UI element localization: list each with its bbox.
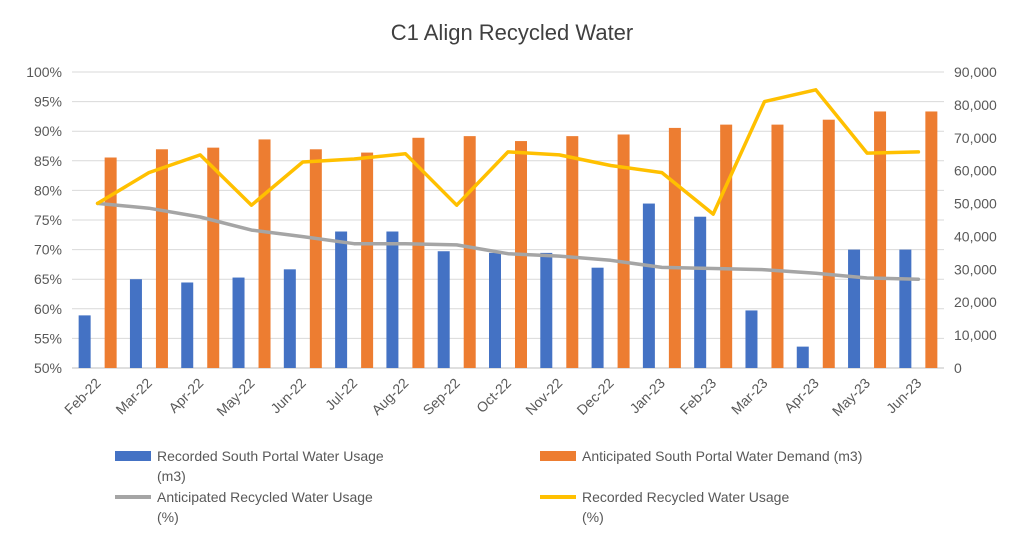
bar-anticipated-demand — [566, 136, 579, 368]
left-tick-label: 95% — [34, 94, 62, 110]
bar-anticipated-demand — [668, 127, 681, 369]
bar-anticipated-demand — [720, 124, 733, 368]
right-tick-label: 90,000 — [954, 64, 997, 80]
left-tick-label: 80% — [34, 182, 62, 198]
line-recorded-recycled — [95, 88, 921, 216]
right-tick-label: 30,000 — [954, 261, 997, 277]
bar-anticipated-demand — [104, 157, 117, 368]
right-tick-label: 20,000 — [954, 294, 997, 310]
x-tick-label: Apr-22 — [165, 375, 206, 416]
legend-label: Anticipated Recycled Water Usage (%) — [157, 489, 373, 525]
legend-swatch — [115, 451, 151, 461]
x-tick-label: Apr-23 — [781, 375, 822, 416]
bar-recorded-usage — [181, 282, 194, 368]
bar-anticipated-demand — [874, 111, 887, 368]
x-tick-label: Aug-22 — [368, 375, 411, 418]
legend-label: Anticipated South Portal Water Demand (m… — [582, 448, 862, 464]
bars — [78, 111, 938, 369]
left-tick-label: 55% — [34, 330, 62, 346]
x-tick-label: May-23 — [829, 375, 873, 419]
left-tick-label: 50% — [34, 360, 62, 376]
legend-label-line: Anticipated Recycled Water Usage — [157, 489, 373, 505]
bar-recorded-usage — [694, 216, 707, 368]
left-tick-label: 70% — [34, 242, 62, 258]
x-tick-label: Jul-22 — [322, 375, 360, 413]
x-tick-label: Sep-22 — [420, 375, 463, 418]
bar-recorded-usage — [848, 249, 861, 368]
chart-title: C1 Align Recycled Water — [391, 20, 634, 45]
bar-recorded-usage — [745, 310, 758, 368]
bar-recorded-usage — [796, 346, 809, 368]
x-tick-label: Jun-22 — [267, 375, 309, 417]
legend-label-line: (%) — [157, 509, 179, 525]
x-tick-label: Feb-22 — [61, 375, 104, 418]
line-anticipated-recycled — [95, 201, 921, 281]
legend-label-line: (%) — [582, 509, 604, 525]
left-tick-label: 100% — [26, 64, 62, 80]
bar-recorded-usage — [78, 315, 91, 368]
bar-recorded-usage — [642, 203, 655, 368]
legend-label: Recorded South Portal Water Usage (m3) — [157, 448, 384, 484]
bar-recorded-usage — [591, 267, 604, 368]
grid — [72, 71, 944, 369]
left-tick-label: 90% — [34, 123, 62, 139]
bar-anticipated-demand — [771, 124, 784, 368]
legend-swatch — [540, 451, 576, 461]
bar-anticipated-demand — [822, 119, 835, 368]
left-tick-label: 85% — [34, 153, 62, 169]
left-axis: 50% 55% 60% 65% 70% 75% 80% 85% 90% 95% 100% — [26, 64, 62, 376]
right-tick-label: 50,000 — [954, 196, 997, 212]
bar-anticipated-demand — [258, 139, 271, 368]
bar-recorded-usage — [437, 251, 450, 368]
bar-recorded-usage — [386, 231, 399, 368]
bar-recorded-usage — [283, 269, 296, 368]
x-tick-label: Oct-22 — [473, 375, 514, 416]
right-tick-label: 0 — [954, 360, 962, 376]
legend-label-line: (m3) — [157, 468, 186, 484]
x-tick-label: Mar-23 — [728, 375, 771, 418]
bar-anticipated-demand — [617, 134, 630, 368]
right-tick-label: 70,000 — [954, 130, 997, 146]
bar-anticipated-demand — [361, 152, 374, 368]
right-axis: 0 10,000 20,000 30,000 40,000 50,000 60,000 70,… — [954, 64, 997, 376]
left-tick-label: 60% — [34, 301, 62, 317]
bar-anticipated-demand — [463, 136, 476, 368]
x-tick-label: Jun-23 — [883, 375, 925, 417]
right-tick-label: 60,000 — [954, 163, 997, 179]
legend-label-line: Recorded Recycled Water Usage — [582, 489, 789, 505]
bar-recorded-usage — [540, 252, 553, 368]
x-tick-label: Feb-23 — [677, 375, 720, 418]
right-tick-label: 40,000 — [954, 228, 997, 244]
x-tick-label: Mar-22 — [112, 375, 155, 418]
x-axis: Feb-22 Mar-22 Apr-22 May-22 Jun-22 Jul-22 Aug-… — [61, 375, 925, 419]
bar-recorded-usage — [899, 249, 912, 368]
right-tick-label: 80,000 — [954, 97, 997, 113]
bar-recorded-usage — [129, 279, 142, 368]
right-tick-label: 10,000 — [954, 327, 997, 343]
legend-label: Recorded Recycled Water Usage (%) — [582, 489, 789, 525]
x-tick-label: Dec-22 — [573, 375, 616, 418]
bar-recorded-usage — [489, 252, 501, 368]
bar-recorded-usage — [335, 231, 348, 368]
bar-recorded-usage — [232, 277, 245, 368]
x-tick-label: Jan-23 — [626, 375, 668, 417]
legend-label-line: Anticipated South Portal Water Demand (m… — [582, 448, 862, 464]
bar-anticipated-demand — [207, 147, 220, 368]
left-tick-label: 75% — [34, 212, 62, 228]
bar-anticipated-demand — [309, 149, 322, 368]
left-tick-label: 65% — [34, 271, 62, 287]
bar-anticipated-demand — [155, 149, 168, 368]
lines — [95, 88, 921, 281]
bar-anticipated-demand — [925, 111, 938, 368]
legend: Recorded South Portal Water Usage (m3) Ant… — [115, 448, 862, 525]
legend-label-line: Recorded South Portal Water Usage — [157, 448, 384, 464]
x-tick-label: Nov-22 — [522, 375, 565, 418]
bar-anticipated-demand — [412, 137, 425, 368]
x-tick-label: May-22 — [213, 375, 257, 419]
